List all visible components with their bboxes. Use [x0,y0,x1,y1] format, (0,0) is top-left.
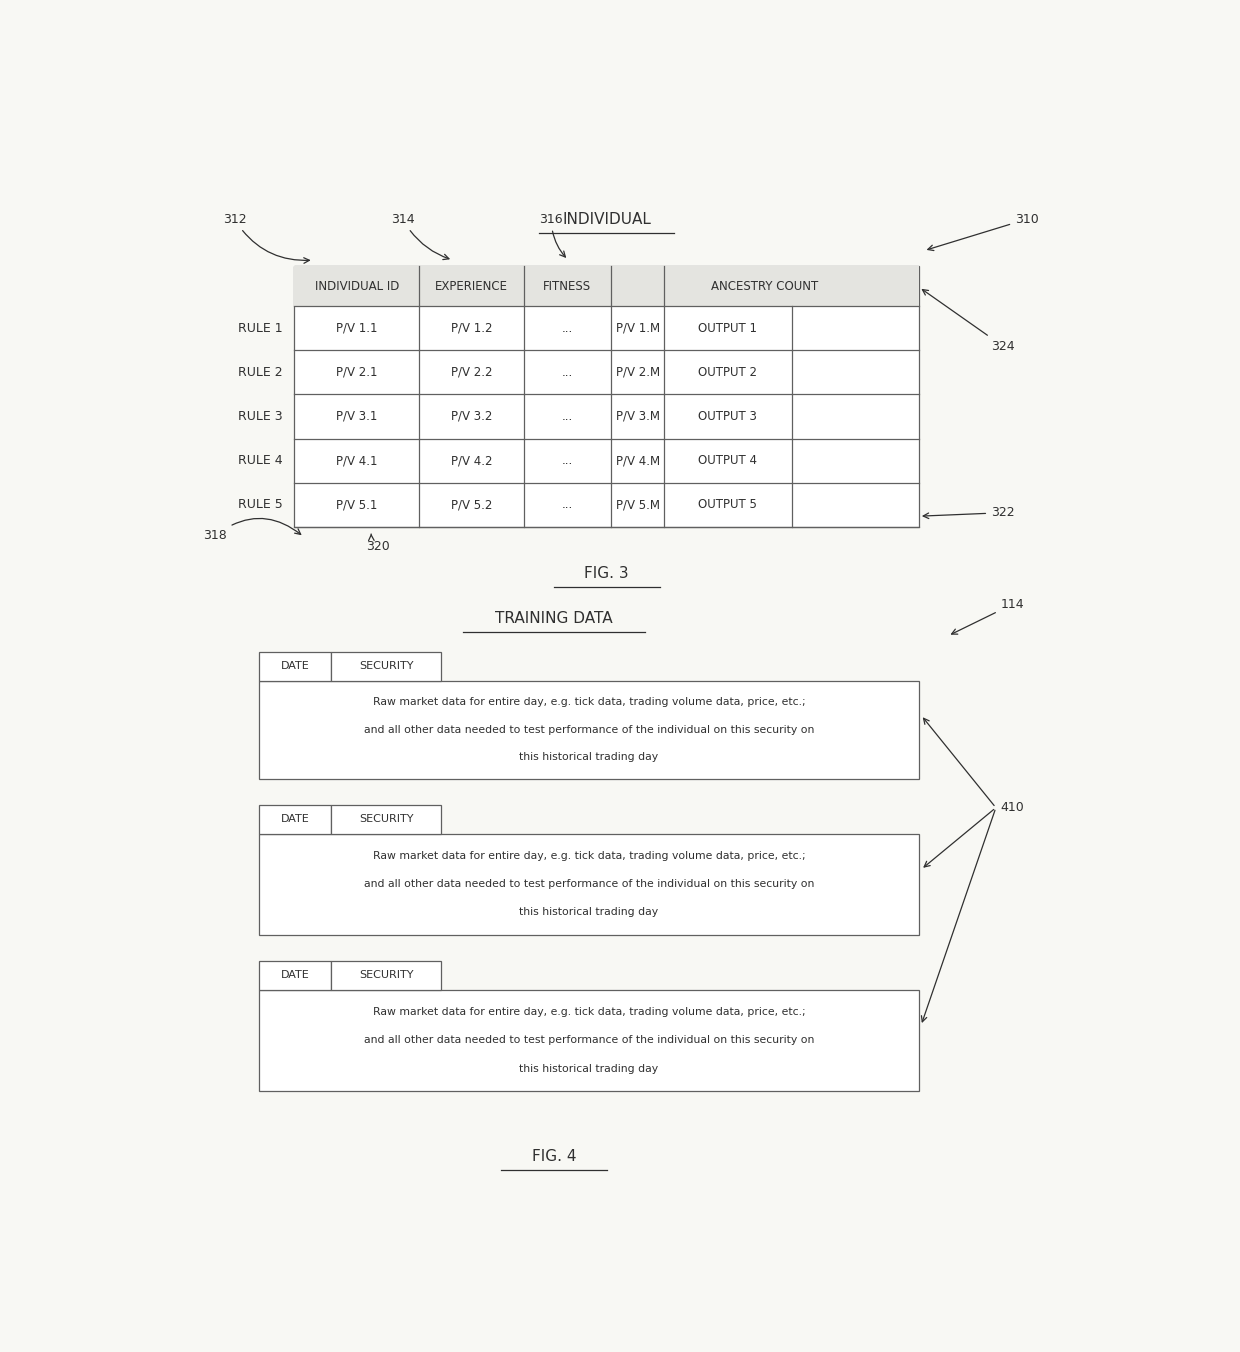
Text: P/V 2.2: P/V 2.2 [450,366,492,379]
Text: DATE: DATE [280,661,309,671]
Text: OUTPUT 4: OUTPUT 4 [698,454,758,466]
Text: 322: 322 [923,506,1014,519]
Text: FIG. 3: FIG. 3 [584,566,629,581]
Text: P/V 1.2: P/V 1.2 [450,322,492,335]
Text: ...: ... [562,454,573,466]
Text: P/V 2.M: P/V 2.M [615,366,660,379]
Text: and all other data needed to test performance of the individual on this security: and all other data needed to test perfor… [363,1036,815,1045]
Text: Raw market data for entire day, e.g. tick data, trading volume data, price, etc.: Raw market data for entire day, e.g. tic… [372,1007,805,1017]
Text: this historical trading day: this historical trading day [520,752,658,763]
Text: RULE 4: RULE 4 [238,454,283,466]
Text: this historical trading day: this historical trading day [520,1064,658,1073]
Text: DATE: DATE [280,814,309,825]
Text: P/V 2.1: P/V 2.1 [336,366,377,379]
Text: SECURITY: SECURITY [358,971,413,980]
Text: P/V 4.1: P/V 4.1 [336,454,377,466]
Text: P/V 4.M: P/V 4.M [615,454,660,466]
Text: ANCESTRY COUNT: ANCESTRY COUNT [712,280,818,293]
Text: Raw market data for entire day, e.g. tick data, trading volume data, price, etc.: Raw market data for entire day, e.g. tic… [372,850,805,861]
Text: RULE 3: RULE 3 [238,410,283,423]
Text: 320: 320 [367,534,391,553]
Text: FITNESS: FITNESS [543,280,591,293]
Bar [294,266,919,527]
Text: and all other data needed to test performance of the individual on this security: and all other data needed to test perfor… [363,879,815,890]
Text: 410: 410 [1001,802,1024,814]
Text: FIG. 4: FIG. 4 [532,1149,577,1164]
Text: and all other data needed to test performance of the individual on this security: and all other data needed to test perfor… [363,725,815,734]
Text: P/V 5.1: P/V 5.1 [336,498,377,511]
Text: INDIVIDUAL: INDIVIDUAL [562,212,651,227]
Text: P/V 5.M: P/V 5.M [615,498,660,511]
Text: RULE 2: RULE 2 [238,366,283,379]
Text: P/V 3.1: P/V 3.1 [336,410,377,423]
Text: 314: 314 [391,212,449,260]
Text: 318: 318 [203,518,300,542]
Bar [259,834,919,934]
Bar [259,804,331,834]
Text: SECURITY: SECURITY [358,814,413,825]
Text: ...: ... [562,366,573,379]
Text: INDIVIDUAL ID: INDIVIDUAL ID [315,280,399,293]
Bar [259,961,331,990]
Text: OUTPUT 2: OUTPUT 2 [698,366,758,379]
Bar [331,961,441,990]
Text: P/V 4.2: P/V 4.2 [450,454,492,466]
Text: 114: 114 [951,598,1024,634]
Text: ...: ... [562,498,573,511]
Text: EXPERIENCE: EXPERIENCE [435,280,508,293]
Text: OUTPUT 3: OUTPUT 3 [698,410,758,423]
Text: TRAINING DATA: TRAINING DATA [495,611,613,626]
Text: ...: ... [562,322,573,335]
Text: P/V 1.M: P/V 1.M [615,322,660,335]
Text: this historical trading day: this historical trading day [520,907,658,918]
Text: P/V 3.2: P/V 3.2 [451,410,492,423]
Text: SECURITY: SECURITY [358,661,413,671]
Bar [331,804,441,834]
Text: P/V 5.2: P/V 5.2 [451,498,492,511]
Bar [259,652,331,680]
Text: ...: ... [562,410,573,423]
Bar [259,990,919,1091]
Text: P/V 3.M: P/V 3.M [615,410,660,423]
Text: 312: 312 [223,212,310,264]
Bar [331,652,441,680]
Text: DATE: DATE [280,971,309,980]
Text: RULE 5: RULE 5 [238,498,283,511]
Text: P/V 1.1: P/V 1.1 [336,322,377,335]
Bar [294,266,919,307]
Text: 324: 324 [923,289,1014,353]
Text: 310: 310 [928,212,1039,250]
Text: Raw market data for entire day, e.g. tick data, trading volume data, price, etc.: Raw market data for entire day, e.g. tic… [372,698,805,707]
Text: OUTPUT 1: OUTPUT 1 [698,322,758,335]
Bar [259,680,919,779]
Text: RULE 1: RULE 1 [238,322,283,335]
Text: 316: 316 [539,212,565,257]
Text: OUTPUT 5: OUTPUT 5 [698,498,758,511]
